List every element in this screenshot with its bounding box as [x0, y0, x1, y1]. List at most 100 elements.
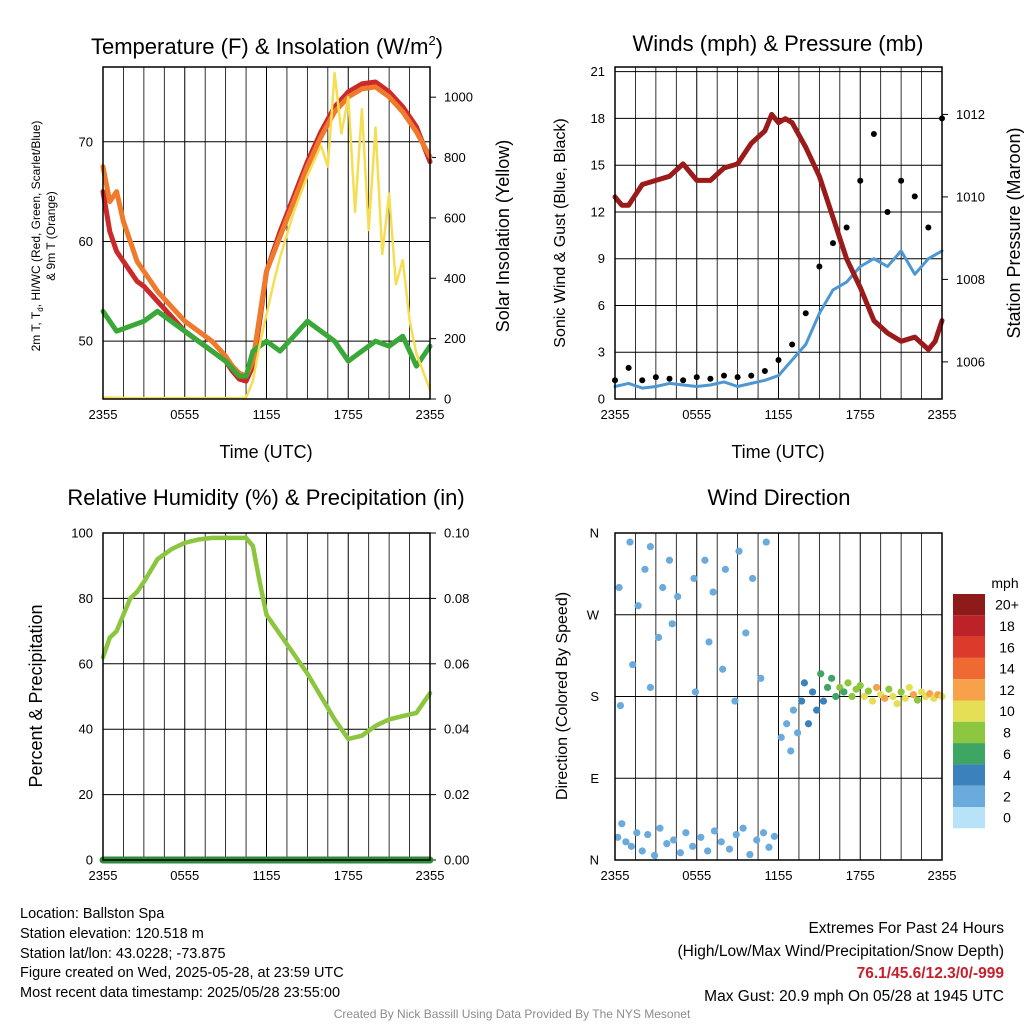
direction-ytick-label: W: [587, 607, 600, 622]
humidity-xtick-label: 1755: [334, 868, 363, 883]
direction-point: [762, 538, 770, 546]
direction-point: [813, 706, 821, 714]
direction-point: [665, 556, 674, 564]
legend-swatch: [953, 594, 985, 616]
temperature-ylabel-right: Solar Insolation (Yellow): [493, 140, 513, 332]
temperature-xtick-label: 0555: [170, 407, 199, 422]
direction-point: [719, 665, 727, 673]
direction-point: [757, 674, 765, 682]
temperature-ytick-label-right: 600: [444, 210, 466, 225]
direction-point: [709, 588, 717, 596]
direction-point: [705, 638, 713, 646]
winds-plot: 2355 0555 1155 1755 235503691215182110061008…: [591, 64, 985, 422]
winds-gust-point: [680, 377, 687, 384]
direction-point: [848, 692, 856, 701]
winds-gust-point: [925, 224, 932, 231]
direction-point: [889, 692, 897, 701]
humidity-ytick-label-left: 100: [71, 526, 93, 541]
direction-point: [633, 829, 641, 837]
legend-label: 16: [999, 639, 1015, 655]
humidity-ytick-label-left: 0: [86, 853, 93, 868]
direction-point: [644, 830, 652, 839]
direction-point: [817, 670, 825, 678]
legend-label: 12: [999, 682, 1015, 698]
winds-ytick-label-left: 0: [598, 392, 605, 407]
direction-point: [616, 701, 625, 710]
direction-point: [777, 733, 785, 741]
legend-label: 14: [999, 661, 1015, 677]
direction-point: [798, 697, 806, 705]
direction-point: [615, 583, 623, 592]
winds-gust-point: [707, 375, 714, 382]
legend-label: 20+: [995, 597, 1019, 613]
temperature-ytick-label-right: 1000: [444, 90, 473, 105]
legend-swatch: [953, 807, 985, 829]
direction-point: [655, 633, 663, 642]
winds-ylabel-left: Sonic Wind & Gust (Blue, Black): [552, 118, 569, 347]
humidity-plot: 2355 0555 1155 1755 23550204060801000.000.02…: [71, 526, 469, 884]
temperature-ytick-label-right: 200: [444, 331, 466, 346]
direction-point: [697, 833, 705, 841]
direction-xtick-label: 2355: [601, 868, 630, 883]
direction-point: [909, 691, 917, 699]
legend-swatch: [953, 721, 985, 744]
direction-point: [731, 697, 739, 705]
direction-point: [659, 583, 667, 592]
humidity-xtick-label: 2355: [89, 868, 118, 883]
direction-point: [676, 849, 685, 857]
direction-point: [689, 842, 697, 850]
temperature-xtick-label: 2355: [89, 407, 118, 422]
winds-xtick-label: 0555: [682, 407, 711, 422]
direction-point: [868, 697, 877, 705]
direction-point: [901, 694, 909, 702]
direction-legend-title: mph: [991, 575, 1018, 591]
winds-gust-point: [830, 240, 836, 247]
winds-xtick-label: 1155: [765, 407, 793, 422]
humidity-ytick-label-left: 40: [79, 722, 93, 737]
temperature-series-solar-insolation: [101, 71, 432, 400]
direction-point: [808, 688, 817, 696]
temperature-ylabel-left: 2m T, Td, HI/WC (Red, Green, Scarlet/Blu…: [29, 121, 45, 352]
direction-xtick-label: 1155: [765, 868, 793, 883]
direction-point: [860, 692, 868, 701]
temperature-xtick-label: 2355: [416, 407, 445, 422]
legend-label: 10: [999, 703, 1015, 719]
direction-point: [732, 830, 740, 839]
humidity-ytick-label-right: 0.10: [444, 526, 469, 541]
temperature-ytick-label-left: 50: [79, 334, 93, 349]
winds-gust-point: [734, 374, 741, 381]
humidity-ytick-label-right: 0.06: [444, 656, 469, 671]
temperature-series-2m-t: [100, 79, 433, 384]
temperature-frame: [102, 66, 431, 400]
winds-ytick-label-left: 6: [598, 298, 605, 313]
direction-point: [746, 850, 754, 859]
temperature-xtick-label: 1155: [253, 407, 281, 422]
humidity-ytick-label-right: 0.02: [444, 787, 469, 802]
direction-point: [765, 843, 773, 851]
winds-gust-point: [748, 372, 755, 379]
legend-label: 18: [999, 618, 1015, 634]
temperature-ylabel-left-line2: & 9m T (Orange): [44, 191, 58, 281]
temperature-ytick-label-left: 70: [79, 134, 93, 149]
direction-point: [650, 851, 659, 860]
direction-point: [721, 565, 729, 573]
direction-ytick-label: N: [590, 526, 599, 541]
winds-gust-point: [761, 367, 768, 374]
temperature-ytick-label-right: 0: [444, 392, 451, 407]
direction-point: [800, 679, 808, 687]
direction-xtick-label: 1755: [846, 868, 875, 883]
humidity-ytick-label-right: 0.00: [444, 853, 469, 868]
temperature-xlabel: Time (UTC): [219, 442, 312, 462]
recent-data-text: Most recent data timestamp: 2025/05/28 2…: [20, 985, 341, 1002]
winds-panel-title: Winds (mph) & Pressure (mb): [633, 31, 924, 56]
direction-point: [873, 683, 881, 692]
direction-point: [618, 820, 626, 828]
direction-point: [739, 824, 747, 832]
direction-point: [897, 688, 905, 696]
winds-gust-point: [911, 193, 918, 200]
credit-text: Created By Nick Bassill Using Data Provi…: [333, 1007, 691, 1021]
winds-gust-point: [639, 377, 646, 384]
direction-point: [634, 602, 642, 610]
winds-ytick-label-left: 18: [591, 111, 605, 126]
extremes-info: Extremes For Past 24 Hours (High/Low/Max…: [678, 918, 1005, 1008]
